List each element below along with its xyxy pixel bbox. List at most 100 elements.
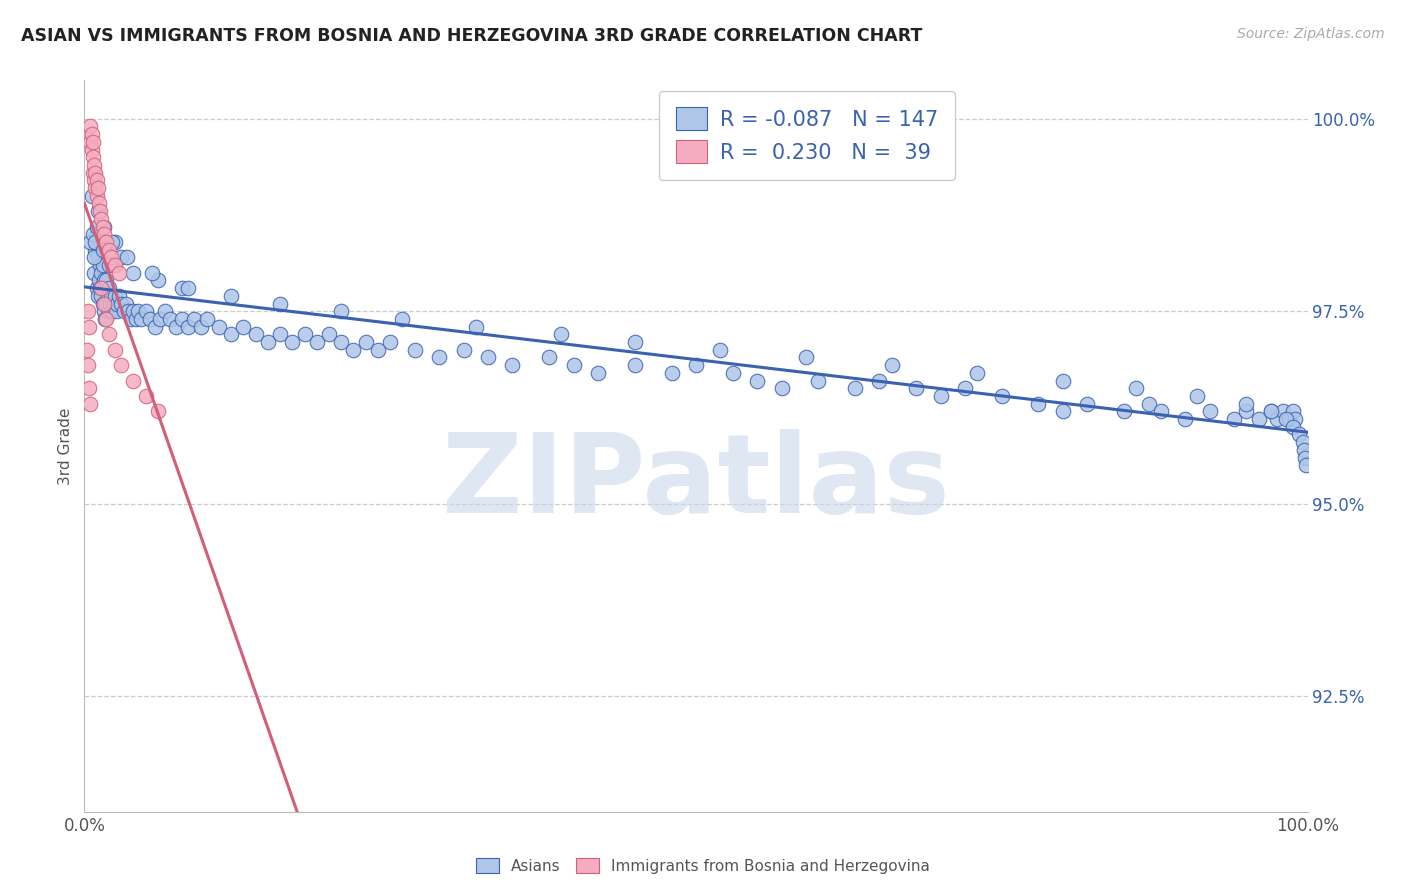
Point [90,211,112,226]
Point [165,319,187,334]
Point [77,304,100,318]
Point [80,143,103,157]
Point [721,366,744,380]
Point [104,235,127,249]
Point [1274,412,1296,426]
Point [115,251,138,265]
Point [96,235,118,249]
Point [98,296,121,310]
Point [104,343,127,357]
Point [1282,404,1305,418]
Point [257,334,280,349]
Point [330,304,353,318]
Point [1052,404,1074,418]
Point [107,289,129,303]
Point [122,266,145,280]
Point [624,334,647,349]
Point [747,374,769,388]
Point [82,135,104,149]
Point [91,296,114,310]
Point [269,327,291,342]
Point [1272,404,1295,418]
Point [195,312,218,326]
Text: ASIAN VS IMMIGRANTS FROM BOSNIA AND HERZEGOVINA 3RD GRADE CORRELATION CHART: ASIAN VS IMMIGRANTS FROM BOSNIA AND HERZ… [21,27,922,45]
Point [117,304,139,318]
Point [112,304,135,318]
Point [1260,404,1282,418]
Point [269,296,291,310]
Point [83,158,105,172]
Point [1265,412,1288,426]
Point [84,243,107,257]
Point [1187,389,1209,403]
Point [1294,450,1316,465]
Point [183,312,205,326]
Point [90,289,112,303]
Point [110,358,132,372]
Point [1292,442,1315,457]
Point [80,188,103,202]
Point [1052,374,1074,388]
Point [404,343,426,357]
Point [115,296,138,310]
Point [96,273,118,287]
Point [380,334,402,349]
Point [82,166,104,180]
Point [1295,458,1317,473]
Point [685,358,707,372]
Point [1282,419,1305,434]
Legend: R = -0.087   N = 147, R =  0.230   N =  39: R = -0.087 N = 147, R = 0.230 N = 39 [659,91,955,180]
Point [562,358,585,372]
Point [89,281,111,295]
Point [94,312,117,326]
Point [219,289,242,303]
Text: Source: ZipAtlas.com: Source: ZipAtlas.com [1237,27,1385,41]
Legend: Asians, Immigrants from Bosnia and Herzegovina: Asians, Immigrants from Bosnia and Herze… [470,852,936,880]
Point [1028,397,1050,411]
Point [586,366,609,380]
Point [135,304,157,318]
Point [120,312,142,326]
Point [91,243,114,257]
Point [929,389,952,403]
Point [97,289,120,303]
Point [172,281,194,295]
Point [318,327,340,342]
Point [305,334,328,349]
Point [93,304,115,318]
Point [100,251,122,265]
Point [281,334,304,349]
Point [1284,412,1306,426]
Point [77,381,100,395]
Point [93,219,115,234]
Point [141,266,163,280]
Point [82,227,104,242]
Point [86,188,108,202]
Point [159,312,181,326]
Point [101,235,124,249]
Point [87,181,110,195]
Point [110,296,132,310]
Point [342,343,364,357]
Point [190,319,212,334]
Point [94,281,117,295]
Point [87,196,110,211]
Point [905,381,928,395]
Point [1236,397,1258,411]
Point [93,227,115,242]
Point [89,258,111,272]
Point [143,319,166,334]
Point [89,204,111,219]
Point [97,304,120,318]
Point [1236,404,1258,418]
Point [122,374,145,388]
Point [76,343,98,357]
Point [79,135,101,149]
Point [177,319,200,334]
Point [661,366,683,380]
Point [103,296,125,310]
Point [550,327,572,342]
Point [87,273,110,287]
Point [93,273,115,287]
Point [1137,397,1160,411]
